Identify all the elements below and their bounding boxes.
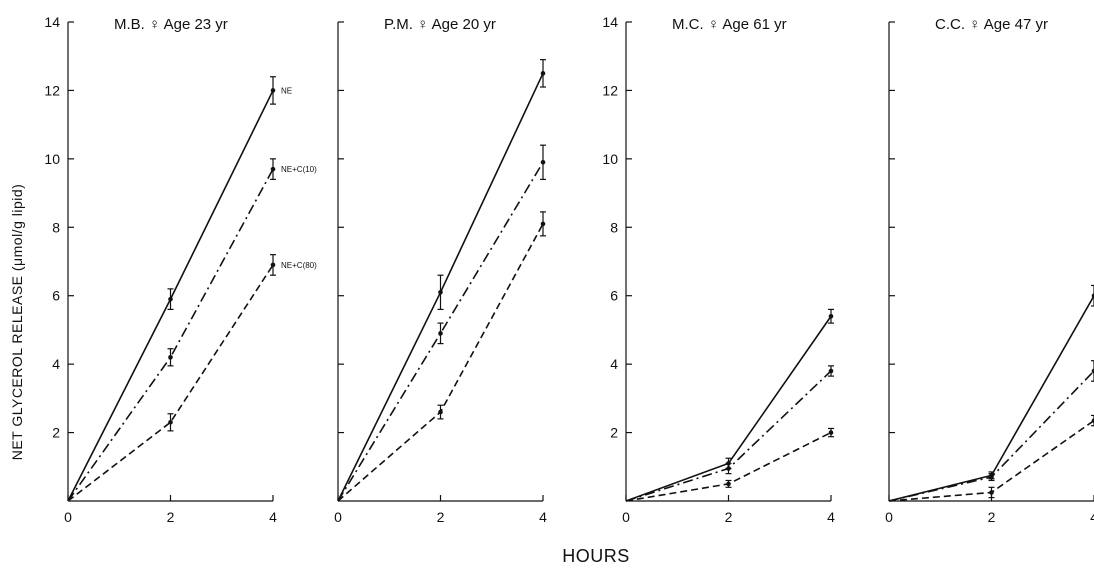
y-tick-label: 14 bbox=[44, 14, 60, 30]
y-tick-label: 10 bbox=[44, 151, 60, 167]
x-tick-label: 2 bbox=[167, 509, 175, 525]
x-tick-label: 0 bbox=[622, 509, 630, 525]
x-tick-label: 4 bbox=[1090, 509, 1094, 525]
x-tick-label: 2 bbox=[437, 509, 445, 525]
data-point bbox=[270, 262, 276, 268]
panel-4: 0 2 4 C.C. ♀ Age 47 yr bbox=[885, 16, 1094, 525]
x-tick-label: 0 bbox=[885, 509, 893, 525]
data-point bbox=[438, 409, 443, 415]
data-point bbox=[989, 490, 994, 495]
panel-title: M.C. ♀ Age 61 yr bbox=[672, 16, 787, 33]
panel-3: 2 4 6 8 10 12 14 0 2 4 M.C. ♀ Age 61 yr bbox=[602, 14, 835, 525]
y-axis-title: NET GLYCEROL RELEASE (μmol/g lipid) bbox=[9, 184, 25, 461]
y-tick-label: 2 bbox=[610, 425, 618, 441]
y-tick-label: 12 bbox=[602, 82, 618, 98]
y-tick-label: 6 bbox=[52, 288, 60, 304]
series-line-1 bbox=[888, 295, 1094, 502]
panel-2: 0 2 4 P.M. ♀ Age 20 yr bbox=[334, 16, 547, 525]
data-point bbox=[726, 481, 731, 487]
data-point bbox=[438, 331, 443, 336]
x-tick-label: 4 bbox=[269, 509, 277, 525]
series-line-3 bbox=[337, 223, 544, 502]
data-point bbox=[1091, 418, 1094, 423]
x-tick-label: 2 bbox=[725, 509, 733, 525]
data-point bbox=[828, 368, 834, 374]
series-line-3 bbox=[67, 264, 274, 502]
data-point bbox=[168, 420, 173, 425]
y-tick-label: 6 bbox=[610, 288, 618, 304]
x-tick-label: 4 bbox=[827, 509, 835, 525]
panel-title: C.C. ♀ Age 47 yr bbox=[935, 16, 1048, 33]
panel-title: P.M. ♀ Age 20 yr bbox=[384, 16, 496, 33]
x-tick-label: 2 bbox=[988, 509, 996, 525]
series-label: NE+C(10) bbox=[281, 165, 317, 174]
x-tick-label: 0 bbox=[64, 509, 72, 525]
data-point bbox=[989, 474, 994, 480]
y-tick-label: 8 bbox=[610, 219, 618, 235]
panel-title: M.B. ♀ Age 23 yr bbox=[114, 16, 228, 33]
data-point bbox=[1091, 368, 1094, 374]
data-point bbox=[270, 88, 276, 93]
series-label: NE bbox=[281, 86, 292, 95]
data-point bbox=[540, 71, 546, 76]
series-label: NE+C(80) bbox=[281, 261, 317, 270]
y-tick-label: 2 bbox=[52, 425, 60, 441]
series-line-2 bbox=[888, 370, 1094, 502]
y-tick-label: 4 bbox=[610, 356, 618, 372]
y-tick-label: 12 bbox=[44, 82, 60, 98]
series-line-2 bbox=[337, 161, 544, 502]
y-tick-label: 14 bbox=[602, 14, 618, 30]
x-tick-label: 0 bbox=[334, 509, 342, 525]
data-point bbox=[168, 296, 173, 302]
data-point bbox=[540, 159, 546, 165]
data-point bbox=[828, 430, 834, 435]
data-point bbox=[828, 313, 834, 319]
x-axis-title: HOURS bbox=[562, 546, 630, 566]
series-line-2 bbox=[67, 168, 274, 502]
y-tick-label: 4 bbox=[52, 356, 60, 372]
data-point bbox=[1091, 293, 1094, 299]
y-tick-label: 8 bbox=[52, 219, 60, 235]
data-point bbox=[438, 289, 443, 295]
data-point bbox=[726, 466, 731, 471]
data-point bbox=[270, 166, 276, 172]
x-tick-label: 4 bbox=[539, 509, 547, 525]
data-point bbox=[168, 355, 173, 360]
panels: 2 4 6 8 10 12 14 0 2 4 M.B. ♀ Age 23 yr NE NE+C(10) N… bbox=[44, 14, 1094, 525]
y-tick-label: 10 bbox=[602, 151, 618, 167]
data-point bbox=[540, 221, 546, 227]
panel-1: 2 4 6 8 10 12 14 0 2 4 M.B. ♀ Age 23 yr NE NE+C(10) N… bbox=[44, 14, 317, 525]
